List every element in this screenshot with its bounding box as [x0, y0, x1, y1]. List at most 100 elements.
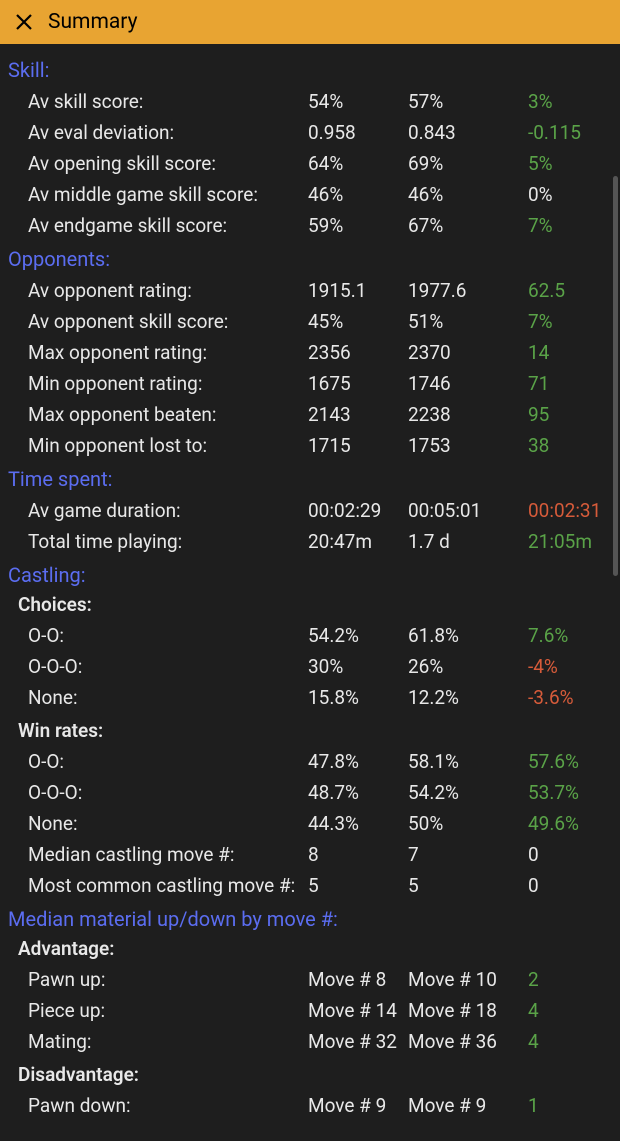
titlebar: Summary [0, 0, 620, 44]
stat-col1: 54.2% [308, 624, 408, 647]
stat-col1: 1675 [308, 372, 408, 395]
stat-col1: 8 [308, 843, 408, 866]
stat-row: Min opponent lost to:1715175338 [8, 430, 612, 461]
stat-col1: 1915.1 [308, 279, 408, 302]
stat-diff: 4 [528, 999, 612, 1022]
stat-row: O-O:47.8%58.1%57.6% [8, 746, 612, 777]
stat-diff: -4% [528, 655, 612, 678]
stat-row: None:15.8%12.2%-3.6% [8, 682, 612, 713]
stat-row: Mating:Move # 32Move # 364 [8, 1026, 612, 1057]
stat-col2: 5 [408, 874, 528, 897]
stat-label: Max opponent beaten: [8, 403, 308, 426]
stat-diff: 14 [528, 341, 612, 364]
stat-diff: 5% [528, 152, 612, 175]
page-title: Summary [48, 10, 138, 34]
stat-col1: Move # 14 [308, 999, 408, 1022]
stat-row: Min opponent rating:1675174671 [8, 368, 612, 399]
stat-row: Pawn up:Move # 8Move # 102 [8, 964, 612, 995]
stat-col2: 51% [408, 310, 528, 333]
section-header: Median material up/down by move #: [8, 907, 612, 931]
stat-col1: 30% [308, 655, 408, 678]
stat-col1: 5 [308, 874, 408, 897]
stat-col2: 00:05:01 [408, 499, 528, 522]
stat-col2: Move # 18 [408, 999, 528, 1022]
stat-diff: -3.6% [528, 686, 612, 709]
stat-label: Av opponent skill score: [8, 310, 308, 333]
stat-label: Piece up: [8, 999, 308, 1022]
stat-col1: 2356 [308, 341, 408, 364]
stat-col2: 1.7 d [408, 530, 528, 553]
stat-col2: 54.2% [408, 781, 528, 804]
stat-col2: 12.2% [408, 686, 528, 709]
stat-col1: 15.8% [308, 686, 408, 709]
stat-col2: 61.8% [408, 624, 528, 647]
stat-col2: 57% [408, 90, 528, 113]
stat-label: Av opening skill score: [8, 152, 308, 175]
stat-row: Max opponent rating:2356237014 [8, 337, 612, 368]
stat-col2: Move # 10 [408, 968, 528, 991]
section-header: Time spent: [8, 467, 612, 491]
stat-col2: 46% [408, 183, 528, 206]
stat-diff: 3% [528, 90, 612, 113]
stat-col2: Move # 36 [408, 1030, 528, 1053]
stat-label: Av opponent rating: [8, 279, 308, 302]
stat-row: Max opponent beaten:2143223895 [8, 399, 612, 430]
stat-row: Av endgame skill score:59%67%7% [8, 210, 612, 241]
stat-diff: -0.115 [528, 121, 612, 144]
stat-row: Av skill score:54%57%3% [8, 86, 612, 117]
stat-row: Av opening skill score:64%69%5% [8, 148, 612, 179]
stat-diff: 0% [528, 183, 612, 206]
stat-col2: 1977.6 [408, 279, 528, 302]
stat-col2: 1753 [408, 434, 528, 457]
stat-label: Median castling move #: [8, 843, 308, 866]
stat-diff: 62.5 [528, 279, 612, 302]
summary-content: Skill:Av skill score:54%57%3%Av eval dev… [0, 44, 620, 1129]
stat-col1: 46% [308, 183, 408, 206]
stat-label: Av middle game skill score: [8, 183, 308, 206]
stat-col2: 2370 [408, 341, 528, 364]
stat-label: O-O: [8, 750, 308, 773]
stat-row: Av middle game skill score:46%46%0% [8, 179, 612, 210]
stat-diff: 4 [528, 1030, 612, 1053]
stat-diff: 57.6% [528, 750, 612, 773]
stat-diff: 95 [528, 403, 612, 426]
stat-diff: 0 [528, 874, 612, 897]
stat-label: Pawn down: [8, 1094, 308, 1117]
stat-row: O-O-O:30%26%-4% [8, 651, 612, 682]
stat-label: Av endgame skill score: [8, 214, 308, 237]
stat-label: Min opponent rating: [8, 372, 308, 395]
stat-label: None: [8, 812, 308, 835]
stat-row: Pawn down:Move # 9Move # 91 [8, 1090, 612, 1121]
stat-col1: 44.3% [308, 812, 408, 835]
stat-col1: Move # 9 [308, 1094, 408, 1117]
stat-col1: 2143 [308, 403, 408, 426]
stat-row: Total time playing:20:47m1.7 d21:05m [8, 526, 612, 557]
stat-diff: 0 [528, 843, 612, 866]
stat-label: Max opponent rating: [8, 341, 308, 364]
stat-label: Most common castling move #: [8, 874, 308, 897]
stat-col2: 67% [408, 214, 528, 237]
stat-col1: 45% [308, 310, 408, 333]
stat-label: None: [8, 686, 308, 709]
scrollbar[interactable] [613, 176, 618, 576]
stat-diff: 00:02:31 [528, 499, 612, 522]
stat-row: Piece up:Move # 14Move # 184 [8, 995, 612, 1026]
stat-col2: 26% [408, 655, 528, 678]
close-button[interactable] [10, 8, 38, 36]
stat-label: Av skill score: [8, 90, 308, 113]
stat-col1: Move # 32 [308, 1030, 408, 1053]
stat-label: Mating: [8, 1030, 308, 1053]
stat-row: Av game duration:00:02:2900:05:0100:02:3… [8, 495, 612, 526]
stat-col1: 54% [308, 90, 408, 113]
sub-header: Disadvantage: [18, 1063, 612, 1086]
stat-col2: 69% [408, 152, 528, 175]
stat-row: O-O:54.2%61.8%7.6% [8, 620, 612, 651]
stat-label: O-O: [8, 624, 308, 647]
stat-col2: 1746 [408, 372, 528, 395]
stat-col1: 64% [308, 152, 408, 175]
stat-diff: 38 [528, 434, 612, 457]
stat-label: Av eval deviation: [8, 121, 308, 144]
section-header: Castling: [8, 563, 612, 587]
stat-label: Total time playing: [8, 530, 308, 553]
stat-diff: 1 [528, 1094, 612, 1117]
